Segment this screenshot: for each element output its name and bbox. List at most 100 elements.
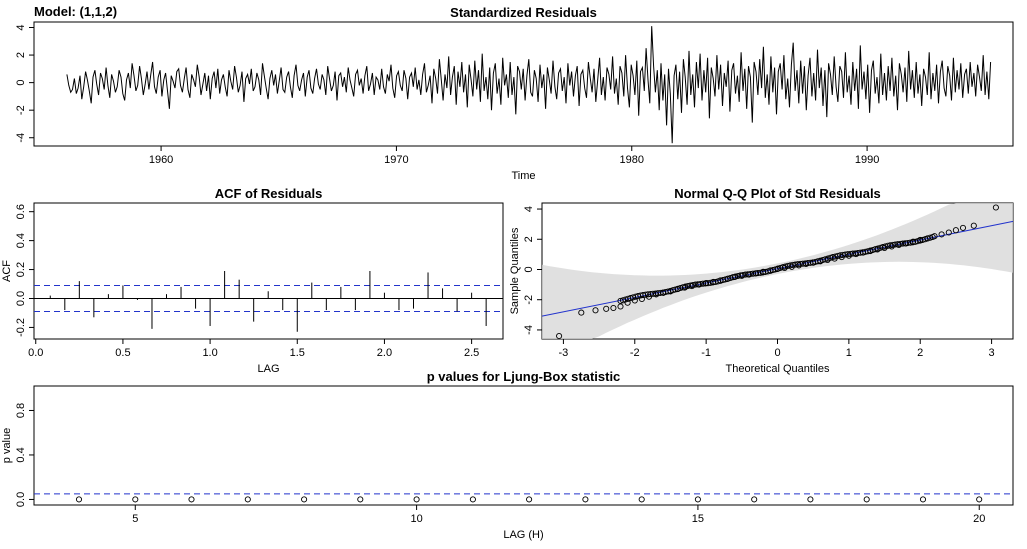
- qq-point: [931, 233, 938, 240]
- panel-title: Normal Q-Q Plot of Std Residuals: [674, 186, 881, 201]
- qq-point: [731, 273, 738, 281]
- y-tick-label: 0.0: [15, 492, 27, 507]
- qq-point: [653, 291, 660, 298]
- qq-point: [917, 236, 924, 243]
- qq-point: [781, 264, 788, 272]
- p-value-point: [75, 496, 83, 503]
- x-axis-label: LAG: [257, 363, 279, 375]
- qq-point: [867, 248, 874, 255]
- qq-point: [924, 235, 931, 242]
- residual-series-line: [66, 26, 992, 144]
- x-axis-label: Theoretical Quantiles: [726, 363, 830, 375]
- qq-point: [688, 283, 695, 290]
- qq-point: [695, 281, 703, 288]
- y-tick-label: 0.4: [15, 233, 27, 248]
- x-axis-label: LAG (H): [503, 529, 543, 541]
- p-value-point: [413, 496, 420, 503]
- qq-point: [788, 263, 795, 270]
- qq-point: [927, 234, 934, 241]
- normal-qq-panel: Normal Q-Q Plot of Std Residuals -3 -2 -1 0 1…: [509, 186, 1014, 375]
- qq-point: [592, 307, 599, 314]
- qq-point: [952, 227, 959, 234]
- p-value-point: [976, 496, 983, 503]
- qq-point: [881, 244, 888, 252]
- p-value-point: [638, 496, 645, 503]
- y-tick-label: 0.4: [15, 447, 27, 462]
- y-tick-label: 2: [523, 236, 535, 242]
- x-tick-label: 0: [774, 347, 780, 359]
- panel-title: ACF of Residuals: [215, 186, 323, 201]
- x-tick-label: 1960: [149, 154, 173, 166]
- qq-point: [603, 305, 610, 312]
- x-tick-label: 1.5: [290, 347, 305, 359]
- plot-frame: [33, 202, 504, 340]
- qq-point: [638, 295, 645, 303]
- qq-point: [938, 231, 945, 238]
- x-tick-label: 3: [989, 347, 995, 359]
- y-tick-label: 0.6: [15, 204, 27, 219]
- p-value-point: [132, 496, 139, 503]
- panel-title: p values for Ljung-Box statistic: [427, 369, 621, 384]
- y-tick-label: 4: [15, 24, 27, 30]
- y-tick-label: 2: [15, 52, 27, 58]
- y-tick-label: -4: [15, 133, 27, 143]
- x-tick-label: -2: [630, 347, 640, 359]
- plot-frame: [33, 385, 1014, 506]
- qq-point: [667, 288, 674, 295]
- x-tick-label: 1.0: [202, 347, 217, 359]
- qq-point: [745, 271, 753, 278]
- p-value-point: [694, 496, 701, 503]
- y-axis-label: p value: [1, 428, 13, 463]
- y-tick-label: 0.8: [15, 403, 27, 418]
- qq-point: [556, 332, 563, 340]
- qq-point: [824, 256, 831, 264]
- y-tick-label: -2: [15, 105, 27, 115]
- plot-frame: [33, 21, 1014, 147]
- x-tick-label: 0.0: [28, 347, 43, 359]
- qq-point: [945, 229, 952, 236]
- qq-point: [895, 241, 902, 249]
- qq-point: [802, 260, 810, 268]
- p-value-point: [244, 496, 251, 503]
- qq-point: [724, 275, 731, 282]
- qq-point: [767, 267, 774, 274]
- qq-point: [959, 224, 967, 231]
- p-value-point: [582, 496, 589, 503]
- x-tick-label: -3: [559, 347, 569, 359]
- y-tick-label: -0.2: [15, 318, 27, 337]
- qq-point: [624, 299, 631, 306]
- x-tick-label: 10: [410, 513, 422, 525]
- qq-point: [710, 278, 717, 285]
- panel-title: Standardized Residuals: [450, 5, 597, 20]
- qq-point: [874, 246, 881, 253]
- qq-point: [738, 272, 745, 279]
- x-tick-label: 2: [917, 347, 923, 359]
- qq-point: [674, 286, 681, 293]
- qq-point: [817, 258, 824, 265]
- p-value-point: [807, 496, 814, 503]
- qq-point: [774, 265, 781, 273]
- p-value-point: [469, 496, 476, 503]
- y-tick-label: 0: [523, 266, 535, 272]
- p-value-point: [526, 496, 533, 503]
- qq-point: [910, 238, 917, 245]
- qq-point: [760, 268, 767, 275]
- p-value-point: [919, 496, 927, 503]
- p-value-point: [301, 496, 308, 503]
- x-tick-label: 15: [692, 513, 704, 525]
- qq-point: [645, 293, 653, 300]
- x-tick-label: 1: [846, 347, 852, 359]
- ljung-box-panel: p values for Ljung-Box statistic 5 10 15 20 0…: [1, 369, 1014, 541]
- qq-point: [610, 304, 617, 312]
- qq-point: [660, 289, 667, 296]
- qq-point: [970, 222, 977, 229]
- x-tick-label: 1980: [620, 154, 644, 166]
- y-tick-label: 0: [15, 80, 27, 86]
- y-tick-label: 0.2: [15, 262, 27, 277]
- p-value-point: [863, 496, 870, 503]
- qq-point: [860, 249, 867, 256]
- qq-point: [810, 259, 817, 266]
- x-tick-label: 2.5: [464, 347, 479, 359]
